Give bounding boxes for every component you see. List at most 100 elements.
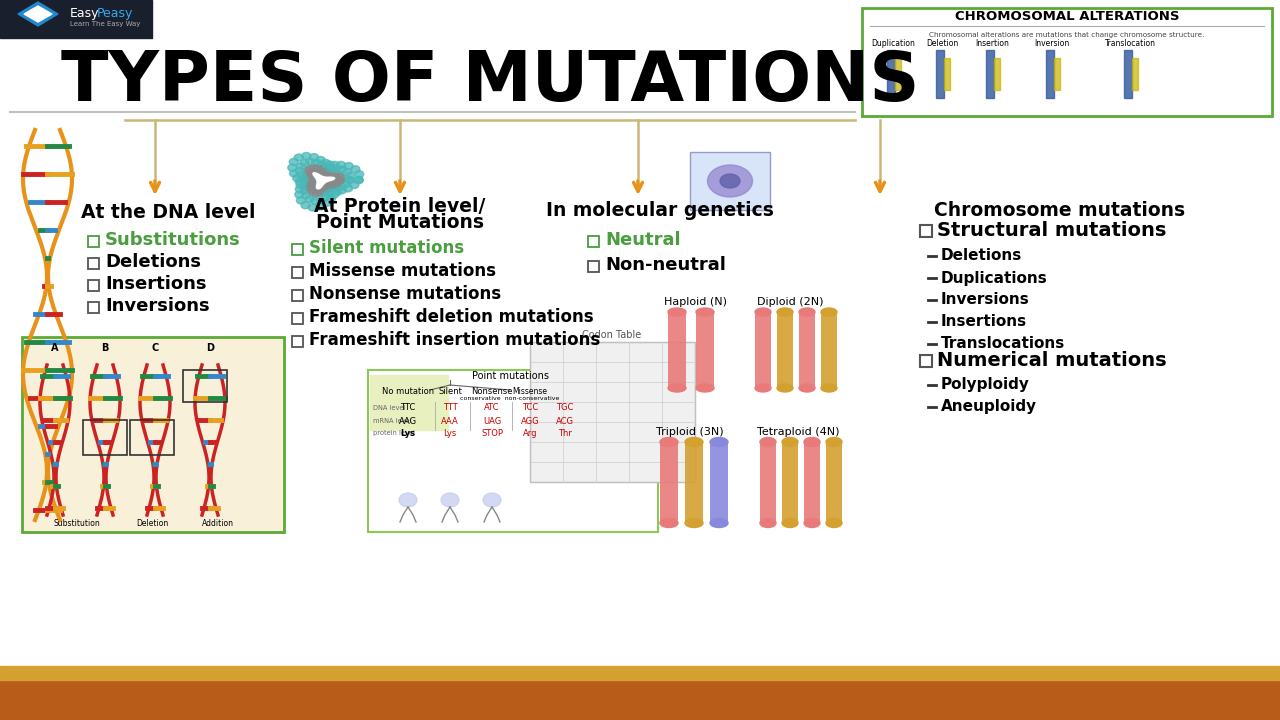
Text: TGC: TGC	[557, 403, 573, 413]
Ellipse shape	[288, 164, 297, 171]
Ellipse shape	[289, 158, 298, 166]
Text: Diploid (2N): Diploid (2N)	[756, 297, 823, 307]
Bar	[945, 58, 950, 90]
FancyBboxPatch shape	[690, 152, 771, 210]
Text: Frameshift insertion mutations: Frameshift insertion mutations	[308, 331, 600, 349]
Ellipse shape	[303, 168, 312, 174]
Text: Inversions: Inversions	[941, 292, 1029, 307]
Ellipse shape	[328, 169, 337, 176]
Ellipse shape	[324, 169, 333, 176]
Ellipse shape	[685, 438, 703, 446]
Text: Duplications: Duplications	[941, 271, 1048, 286]
Text: Peasy: Peasy	[97, 6, 133, 19]
Text: Arg: Arg	[522, 428, 538, 438]
Ellipse shape	[306, 166, 315, 172]
Ellipse shape	[294, 191, 303, 198]
Text: protein level: protein level	[372, 430, 415, 436]
Ellipse shape	[343, 185, 352, 192]
Bar	[292, 244, 303, 255]
Ellipse shape	[307, 186, 316, 194]
Text: TTT: TTT	[443, 403, 457, 413]
Ellipse shape	[323, 199, 332, 207]
Text: Haploid (N): Haploid (N)	[663, 297, 727, 307]
Ellipse shape	[329, 191, 339, 198]
Text: A: A	[51, 343, 59, 353]
Bar	[660, 440, 678, 525]
Ellipse shape	[330, 181, 339, 188]
Bar	[826, 440, 842, 525]
Text: B: B	[101, 343, 109, 353]
Text: Silent mutations: Silent mutations	[308, 239, 465, 257]
Ellipse shape	[346, 172, 355, 179]
Ellipse shape	[302, 153, 311, 159]
Ellipse shape	[297, 197, 306, 204]
Text: ATC: ATC	[484, 403, 499, 413]
Ellipse shape	[297, 171, 306, 179]
Bar	[588, 261, 599, 272]
Ellipse shape	[777, 308, 794, 316]
Bar	[292, 290, 303, 301]
Text: Insertions: Insertions	[941, 315, 1027, 330]
Text: Missense mutations: Missense mutations	[308, 262, 497, 280]
Text: Lys: Lys	[443, 428, 457, 438]
Ellipse shape	[326, 165, 335, 172]
Ellipse shape	[310, 164, 319, 171]
Bar	[88, 258, 99, 269]
Ellipse shape	[321, 159, 330, 166]
Text: TYPES OF MUTATIONS: TYPES OF MUTATIONS	[60, 48, 919, 115]
Bar	[760, 440, 776, 525]
Ellipse shape	[306, 181, 315, 188]
Ellipse shape	[351, 166, 360, 173]
Ellipse shape	[685, 518, 703, 528]
Ellipse shape	[310, 153, 319, 161]
Ellipse shape	[316, 197, 325, 203]
Ellipse shape	[820, 308, 837, 316]
Text: Chromosomal alterations are mutations that change chromosome structure.: Chromosomal alterations are mutations th…	[929, 32, 1204, 38]
Ellipse shape	[804, 438, 820, 446]
Ellipse shape	[317, 166, 326, 174]
Ellipse shape	[325, 182, 334, 189]
Ellipse shape	[301, 202, 310, 209]
Bar	[131, 420, 174, 455]
Text: Triploid (3N): Triploid (3N)	[657, 427, 723, 437]
Text: Non-neutral: Non-neutral	[605, 256, 726, 274]
Bar	[0, 678, 1280, 720]
Text: conservative  non-conservative: conservative non-conservative	[461, 395, 559, 400]
Ellipse shape	[320, 188, 329, 195]
Text: Substitutions: Substitutions	[105, 231, 241, 249]
Ellipse shape	[342, 180, 351, 187]
Text: Chromosome mutations: Chromosome mutations	[934, 200, 1185, 220]
Ellipse shape	[300, 175, 308, 182]
Text: Silent: Silent	[438, 387, 462, 397]
Ellipse shape	[305, 195, 314, 202]
Bar	[0, 666, 1280, 680]
Ellipse shape	[760, 518, 776, 528]
Ellipse shape	[346, 176, 355, 184]
Ellipse shape	[294, 154, 303, 161]
Ellipse shape	[710, 518, 728, 528]
Ellipse shape	[300, 160, 308, 166]
Bar	[88, 302, 99, 313]
Text: Easy: Easy	[70, 6, 100, 19]
Ellipse shape	[344, 163, 353, 170]
Polygon shape	[18, 2, 58, 26]
Ellipse shape	[343, 168, 352, 176]
Ellipse shape	[321, 168, 330, 176]
Ellipse shape	[323, 186, 332, 193]
Text: Thr: Thr	[558, 428, 572, 438]
Ellipse shape	[334, 179, 343, 186]
Text: Duplication: Duplication	[872, 40, 915, 48]
Bar	[1124, 50, 1132, 98]
Bar	[588, 236, 599, 247]
Ellipse shape	[660, 438, 678, 446]
Text: Deletions: Deletions	[105, 253, 201, 271]
Ellipse shape	[696, 308, 714, 316]
Bar	[88, 280, 99, 291]
Text: AAG: AAG	[399, 416, 417, 426]
Bar	[83, 420, 127, 455]
Text: DNA level: DNA level	[372, 405, 406, 411]
Text: Nonsense mutations: Nonsense mutations	[308, 285, 502, 303]
Text: At Protein level/: At Protein level/	[315, 197, 485, 215]
Ellipse shape	[330, 169, 339, 176]
Text: C: C	[151, 343, 159, 353]
